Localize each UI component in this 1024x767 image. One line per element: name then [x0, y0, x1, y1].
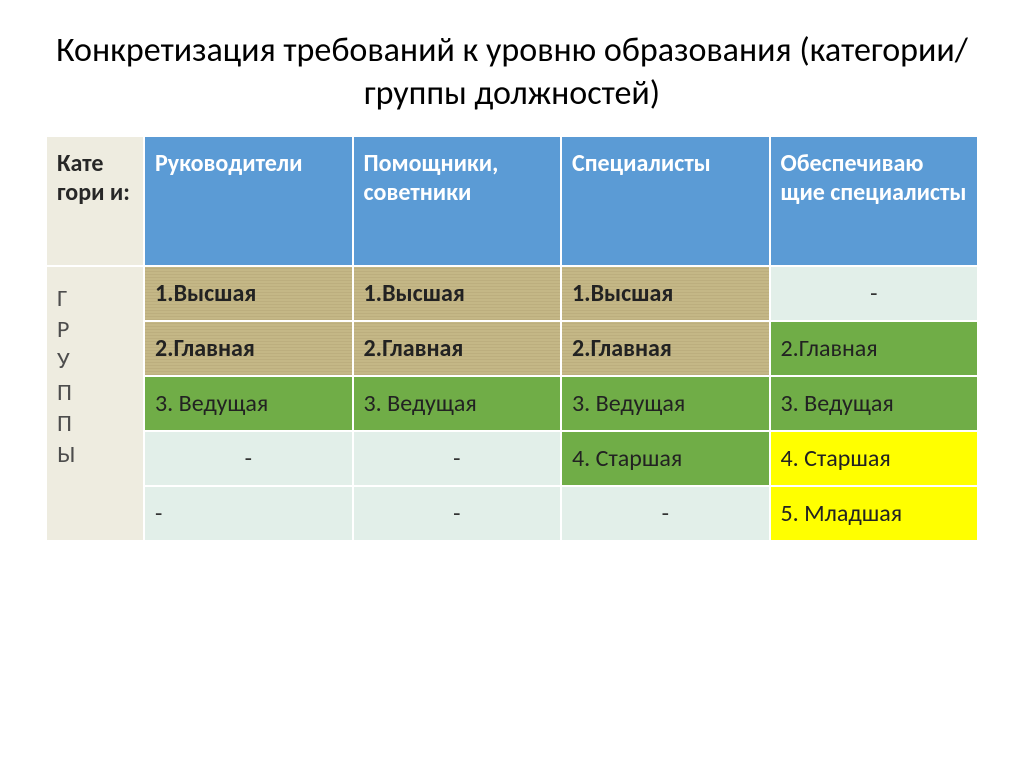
col-header-4: Обеспечиваю щие специалисты [770, 136, 979, 266]
table-cell: 2.Главная [144, 321, 353, 376]
col-header-1: Руководители [144, 136, 353, 266]
table-cell: 2.Главная [561, 321, 770, 376]
table-row: ---5. Младшая [46, 486, 978, 541]
table-cell: 4. Старшая [770, 431, 979, 486]
table-cell: 1.Высшая [353, 266, 562, 321]
table-cell: - [353, 486, 562, 541]
table-cell: - [561, 486, 770, 541]
groups-side-label: ГРУППЫ [46, 266, 144, 541]
table-cell: - [770, 266, 979, 321]
slide-title: Конкретизация требований к уровню образо… [45, 30, 979, 115]
table-cell: - [144, 431, 353, 486]
table-cell: - [144, 486, 353, 541]
table-cell: 3. Ведущая [144, 376, 353, 431]
col-header-3: Специалисты [561, 136, 770, 266]
header-row: Кате гори и: Руководители Помощники, сов… [46, 136, 978, 266]
requirements-table: Кате гори и: Руководители Помощники, сов… [45, 135, 979, 542]
table-row: 2.Главная2.Главная2.Главная2.Главная [46, 321, 978, 376]
table-cell: 3. Ведущая [353, 376, 562, 431]
table-cell: 5. Младшая [770, 486, 979, 541]
table-cell: 2.Главная [770, 321, 979, 376]
table-cell: 1.Высшая [144, 266, 353, 321]
table-cell: - [353, 431, 562, 486]
table-row: 3. Ведущая3. Ведущая3. Ведущая3. Ведущая [46, 376, 978, 431]
table-cell: 2.Главная [353, 321, 562, 376]
table-cell: 3. Ведущая [561, 376, 770, 431]
table-cell: 4. Старшая [561, 431, 770, 486]
table-cell: 3. Ведущая [770, 376, 979, 431]
table-cell: 1.Высшая [561, 266, 770, 321]
col-header-2: Помощники, советники [353, 136, 562, 266]
table-row: ГРУППЫ1.Высшая1.Высшая1.Высшая- [46, 266, 978, 321]
categories-label: Кате гори и: [46, 136, 144, 266]
table-row: --4. Старшая4. Старшая [46, 431, 978, 486]
